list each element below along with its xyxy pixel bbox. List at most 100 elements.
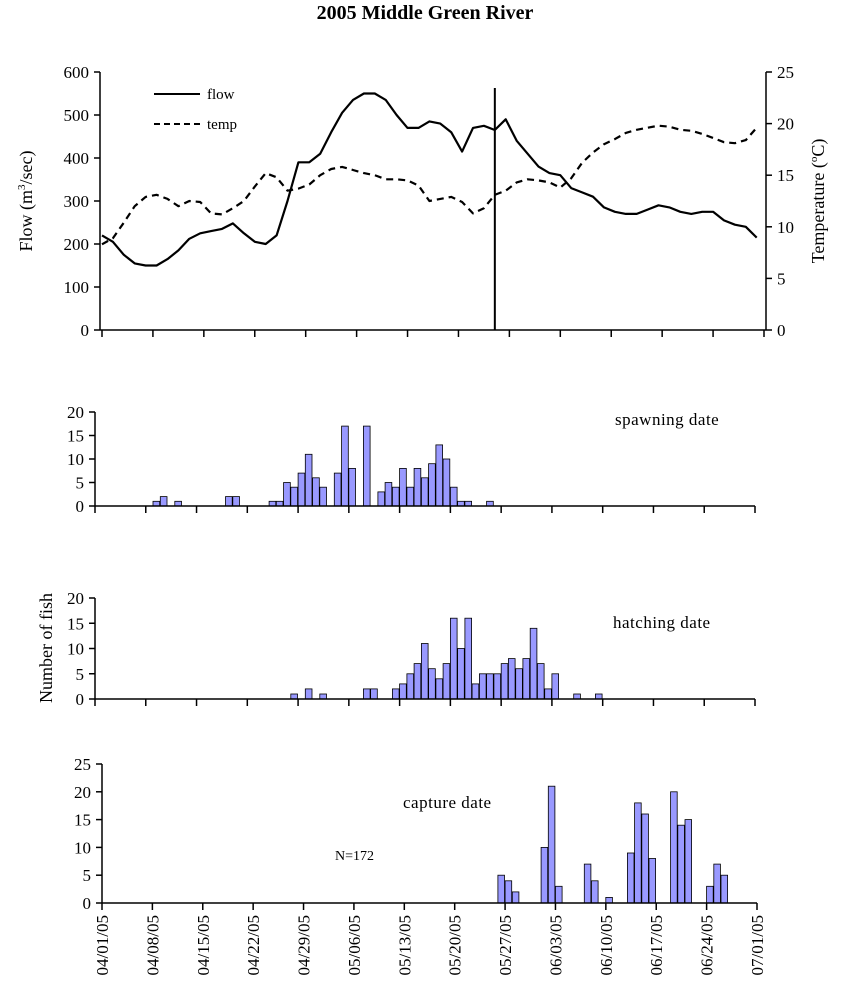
capture-label: capture date [403,793,492,812]
hatching-ticks [89,597,756,706]
bar [435,444,443,507]
bar [497,874,505,904]
bar [348,467,356,507]
bar [377,491,385,507]
bar [333,472,342,507]
flow-tick-label: 500 [64,106,90,125]
date-tick-label: 07/01/05 [748,915,767,975]
bar [544,688,552,700]
bar [471,683,480,700]
bar [406,486,414,507]
bar [304,688,313,700]
date-tick-labels: 04/01/05 04/08/05 04/15/05 04/22/05 04/29/05… [93,915,767,975]
capture-bars [497,785,728,904]
bar [428,463,436,507]
bar [370,688,378,700]
bar [449,617,458,700]
bar [362,688,371,700]
capture-ticks [96,763,758,910]
bar [706,885,714,904]
flow-tick-label: 200 [64,235,90,254]
bar [362,425,371,507]
legend-temp-label: temp [207,117,237,133]
bar [634,802,642,904]
bar [341,425,349,507]
bar [413,663,422,700]
bar [159,496,168,507]
count-tick-label: 10 [67,640,84,659]
chart-title: 2005 Middle Green River [317,2,534,24]
bar [648,858,656,904]
bar [478,673,487,700]
bar [500,663,509,700]
bar [627,852,635,904]
date-tick-label: 05/06/05 [345,915,364,975]
spawning-tick-labels: 0 5 10 15 20 [67,403,84,516]
bar [720,874,728,904]
bar [515,668,523,700]
date-tick-label: 04/22/05 [244,915,263,975]
bar [551,673,560,700]
count-tick-label: 10 [74,838,91,857]
flow-panel: 0 100 200 300 400 500 600 0 5 10 15 20 25 flow temp… [16,63,829,340]
flow-tick-labels: 0 100 200 300 400 500 600 [64,63,90,340]
date-tick-label: 04/01/05 [93,915,112,975]
count-tick-label: 10 [67,450,84,469]
bar [420,643,429,700]
temp-tick-label: 5 [777,269,786,288]
temp-series-line [101,124,758,246]
flow-tick-label: 600 [64,63,90,82]
hatching-tick-labels: 0 5 10 15 20 [67,589,84,709]
count-tick-label: 0 [76,690,85,709]
count-tick-label: 0 [83,894,92,913]
count-tick-label: 20 [74,783,91,802]
bar [442,458,451,507]
flow-tick-label: 400 [64,149,90,168]
count-tick-label: 15 [67,614,84,633]
capture-panel: 0 5 10 15 20 25 04/01/05 04/08/05 04/15/05 04/22… [74,755,767,975]
bar [529,627,538,700]
spawning-ticks [89,411,756,513]
bar [537,663,545,700]
bar [605,897,613,904]
flow-temp-lines [101,92,758,267]
date-tick-label: 06/10/05 [597,915,616,975]
date-tick-label: 04/29/05 [295,915,314,975]
flow-tick-label: 300 [64,192,90,211]
bar [457,648,465,700]
bar [464,617,472,700]
count-tick-label: 5 [76,474,85,493]
flow-tick-label: 100 [64,278,90,297]
temp-tick-label: 15 [777,166,794,185]
bar [511,891,520,904]
count-tick-label: 5 [83,866,92,885]
hatching-panel: 0 5 10 15 20 hatching date Number of fish [36,589,756,709]
date-tick-label: 05/20/05 [446,915,465,975]
bar [684,819,692,904]
count-tick-label: 20 [67,403,84,422]
bar [399,683,407,700]
bar [297,472,306,507]
spawning-panel: 0 5 10 15 20 spawning date [67,403,756,516]
bar [391,486,400,507]
bar [290,486,298,507]
count-tick-label: 0 [76,497,85,516]
spawning-bars [152,425,494,507]
fish-count-axis-label: Number of fish [36,593,56,703]
date-tick-label: 06/17/05 [647,915,666,975]
date-tick-label: 06/03/05 [547,915,566,975]
date-tick-label: 04/15/05 [194,915,213,975]
temp-tick-labels: 0 5 10 15 20 25 [777,63,794,340]
bar [399,467,407,507]
date-tick-label: 05/13/05 [395,915,414,975]
hatching-bars [290,617,603,700]
capture-tick-labels: 0 5 10 15 20 25 [74,755,91,913]
bar [522,658,531,700]
flow-series-line [101,92,758,267]
bar [540,847,549,904]
bar [504,880,513,904]
date-tick-label: 06/24/05 [698,915,717,975]
bar [232,496,240,507]
bar [670,791,678,904]
count-tick-label: 15 [74,811,91,830]
